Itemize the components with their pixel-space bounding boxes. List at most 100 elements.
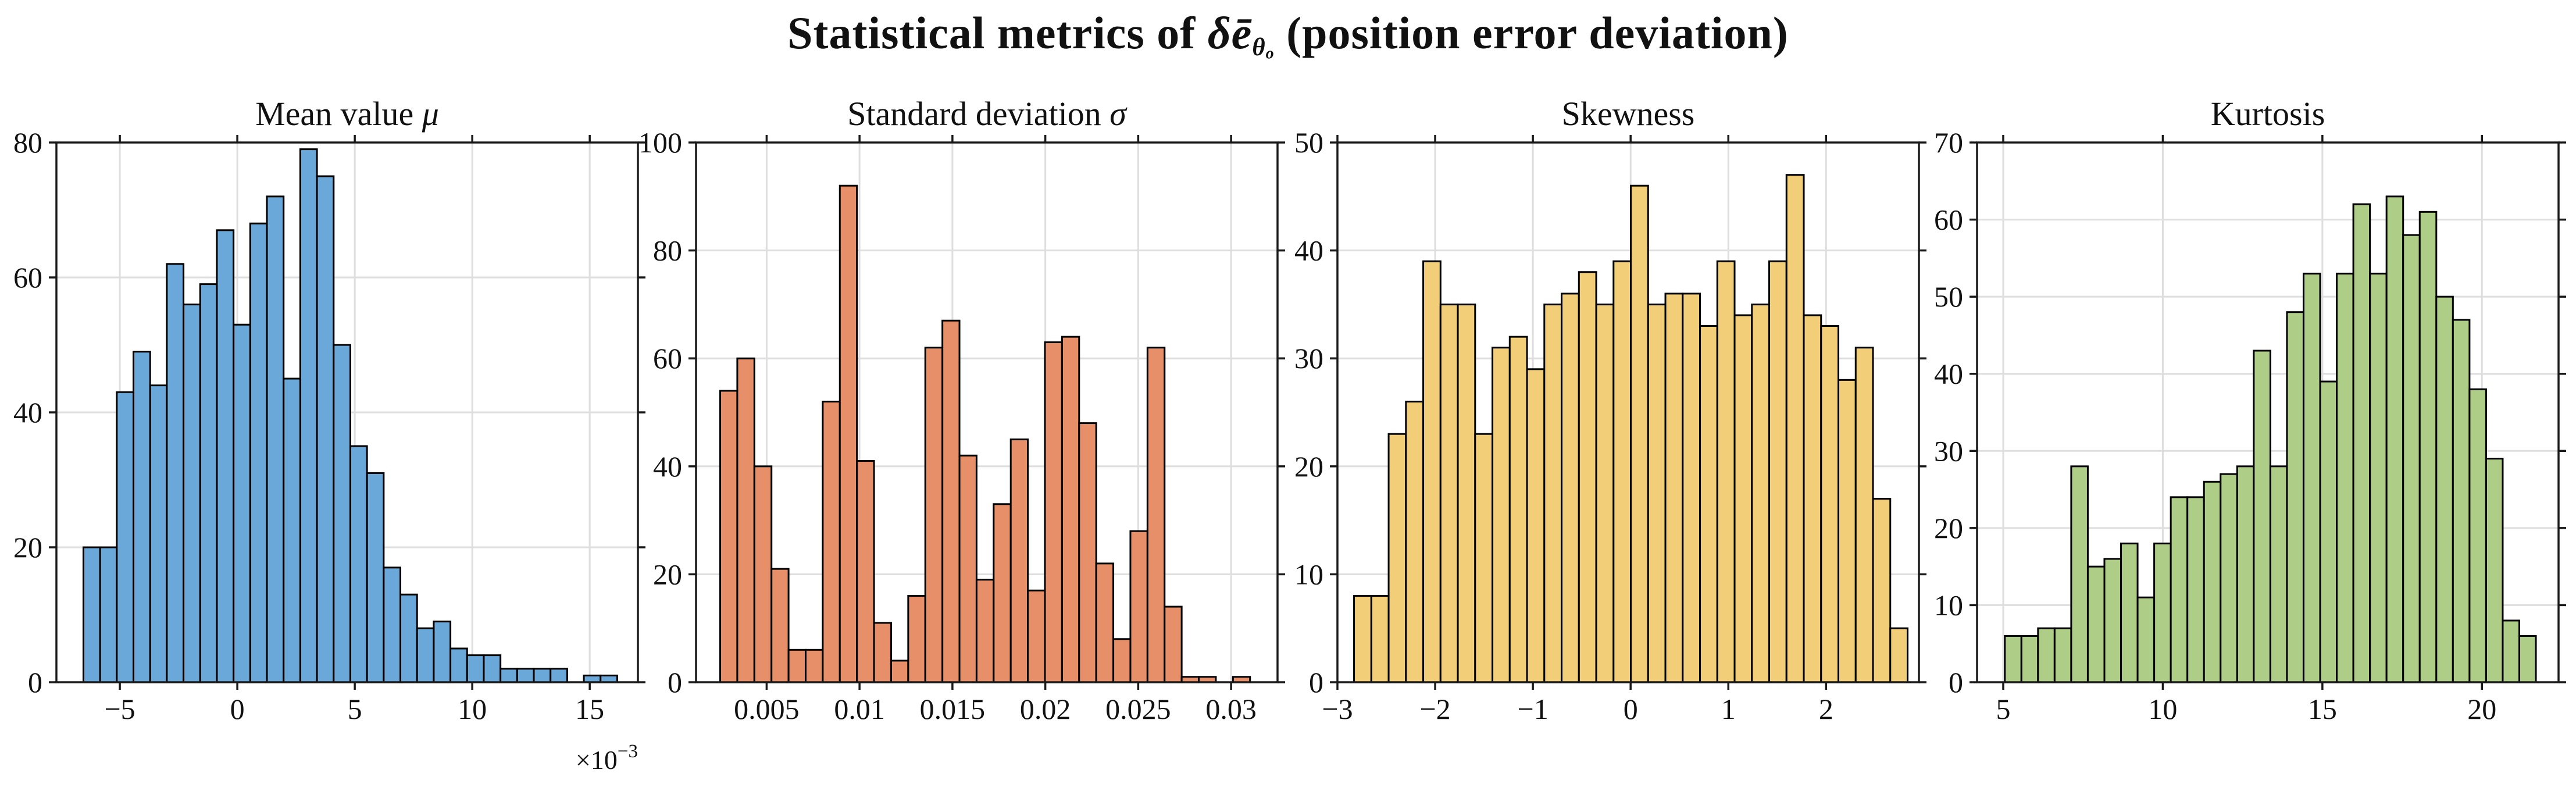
- histogram-bar: [416, 627, 435, 683]
- bars: [1353, 174, 1909, 683]
- histogram-bar: [2070, 465, 2089, 683]
- histogram-bar: [516, 668, 535, 683]
- histogram-bar: [1027, 589, 1046, 683]
- histogram-bar: [1387, 433, 1407, 683]
- histogram-bar: [1422, 260, 1442, 683]
- histogram-bar: [1146, 347, 1166, 683]
- y-tick-label: 40: [13, 396, 42, 429]
- histogram-bar: [822, 400, 841, 683]
- y-tick-label: 60: [1934, 204, 1963, 236]
- y-axis-labels: 0 10 20 30 40 50: [1294, 126, 1323, 699]
- histogram-bar: [99, 546, 118, 683]
- x-tick-label: 0.03: [1205, 693, 1257, 725]
- x-tick-label: 5: [1996, 693, 2011, 725]
- histogram-bar: [333, 344, 351, 683]
- histogram-bar: [2004, 635, 2022, 683]
- bars: [82, 148, 618, 683]
- histogram-bar: [2120, 542, 2139, 683]
- y-tick-label: 40: [653, 450, 682, 483]
- histogram-bar: [2468, 388, 2487, 683]
- histogram-bar: [233, 323, 251, 683]
- x-tick-label: 0: [1624, 693, 1638, 725]
- histogram-bar: [1061, 336, 1080, 683]
- y-tick-label: 50: [1294, 126, 1323, 159]
- x-tick-label: 0.01: [834, 693, 885, 725]
- histogram-bar: [941, 319, 961, 683]
- histogram-bar: [1439, 303, 1459, 683]
- x-tick-label: −3: [1322, 693, 1353, 725]
- histogram-bar: [2286, 311, 2304, 683]
- histogram-bar: [316, 175, 335, 683]
- histogram-bar: [1561, 293, 1580, 683]
- y-tick-label: 20: [1934, 512, 1963, 544]
- histogram-bar: [1838, 379, 1857, 683]
- histogram-bar: [907, 595, 926, 683]
- histogram-bar: [719, 390, 738, 683]
- tick-marks: [1970, 135, 2566, 690]
- histogram-bar: [266, 195, 285, 683]
- tick-marks: [49, 135, 645, 690]
- y-tick-label: 30: [1934, 434, 1963, 467]
- histogram-bar: [149, 384, 168, 683]
- title-prefix: Statistical metrics of: [787, 8, 1208, 58]
- x-axis-labels: −3 −2 −1 0 1 2: [1322, 693, 1833, 725]
- histogram-bar: [2435, 295, 2454, 683]
- panel-kurtosis: 0 10 20 30 40 50 60 70 5 10 15 20 Kurtosis: [1921, 0, 2576, 791]
- histogram-bar: [753, 465, 773, 683]
- bars: [2004, 195, 2537, 683]
- histogram-bar: [1595, 303, 1615, 683]
- histogram-bar: [2385, 195, 2404, 683]
- histogram-bar: [216, 229, 235, 683]
- histogram-standard-deviation: 0 20 40 60 80 100 0.005 0.01 0.015 0.02 0.025 0.03 S…: [640, 95, 1285, 725]
- tick-marks: [688, 135, 1285, 690]
- panel-title: Standard deviation σ: [847, 95, 1128, 133]
- x-tick-label: 0: [230, 693, 245, 725]
- histogram-bar: [2502, 619, 2520, 683]
- x-tick-label: 10: [458, 693, 487, 725]
- y-tick-label: 20: [653, 558, 682, 590]
- title-suffix: (position error deviation): [1274, 8, 1789, 58]
- histogram-bar: [1492, 347, 1511, 683]
- y-tick-label: 20: [13, 531, 42, 564]
- histogram-bar: [199, 283, 218, 683]
- histogram-bar: [366, 472, 385, 683]
- histogram-bar: [2170, 496, 2189, 683]
- histogram-bar: [2352, 203, 2371, 683]
- y-tick-label: 0: [1949, 666, 1963, 699]
- histogram-bar: [383, 566, 402, 683]
- y-tick-label: 60: [653, 342, 682, 375]
- histogram-bar: [399, 593, 418, 683]
- x-tick-label: 0.005: [734, 693, 800, 725]
- histogram-bar: [1889, 627, 1909, 683]
- panel-title: Kurtosis: [2211, 95, 2325, 133]
- histogram-bar: [2319, 380, 2338, 683]
- histogram-bar: [466, 654, 485, 683]
- histogram-bar: [1716, 260, 1736, 683]
- y-tick-label: 50: [1934, 280, 1963, 313]
- histogram-bar: [1578, 271, 1597, 683]
- x-tick-label: 0.02: [1020, 693, 1071, 725]
- histogram-bar: [2037, 627, 2056, 683]
- histogram-bar: [1768, 260, 1787, 683]
- histogram-bar: [1682, 293, 1701, 683]
- y-tick-label: 60: [13, 261, 42, 294]
- histogram-bar: [349, 445, 368, 683]
- title-symbol-subscript: θ: [1252, 34, 1266, 61]
- panel-standard-deviation: 0 20 40 60 80 100 0.005 0.01 0.015 0.02 0.025 0.03 S…: [640, 0, 1297, 791]
- panel-skewness: 0 10 20 30 40 50 −3 −2 −1 0 1 2 Skewness: [1281, 0, 1938, 791]
- histogram-bar: [804, 649, 824, 683]
- histogram-bar: [1370, 595, 1390, 683]
- x-tick-label: 10: [2148, 693, 2177, 725]
- histogram-bar: [736, 357, 755, 683]
- histogram-bar: [2269, 465, 2288, 683]
- x-axis-labels: 0.005 0.01 0.015 0.02 0.025 0.03: [734, 693, 1257, 725]
- x-tick-label: 0.025: [1105, 693, 1171, 725]
- histogram-bar: [1803, 314, 1822, 683]
- histogram-bar: [2220, 473, 2238, 683]
- histogram-bar: [2369, 272, 2388, 683]
- y-tick-label: 80: [13, 126, 42, 159]
- histogram-bar: [499, 668, 518, 683]
- histogram-bar: [1112, 638, 1132, 683]
- y-tick-label: 30: [1294, 342, 1323, 375]
